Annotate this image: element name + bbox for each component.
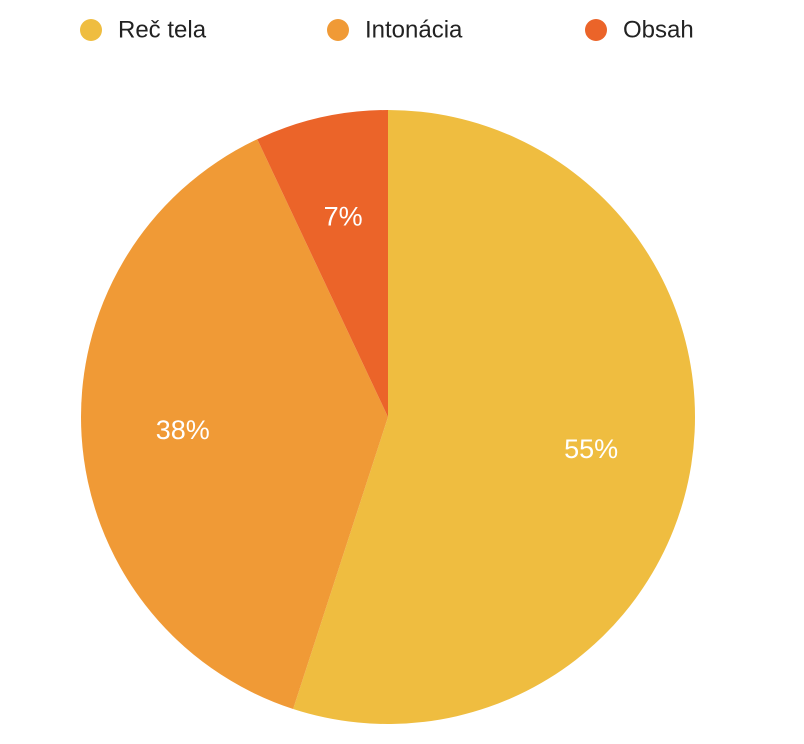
pie-slice-labels: 55% 38% 7% [156, 201, 618, 464]
pie-slice-rec-tela[interactable] [293, 110, 695, 725]
pie-slice-obsah[interactable] [257, 110, 388, 417]
legend-marker-intonacia [327, 19, 349, 41]
pie-slice-intonacia[interactable] [80, 139, 388, 709]
legend-label-rec-tela: Reč tela [118, 17, 207, 44]
legend-label-obsah: Obsah [623, 17, 694, 44]
legend-item-obsah[interactable]: Obsah [585, 17, 694, 44]
legend-marker-obsah [585, 19, 607, 41]
legend-item-intonacia[interactable]: Intonácia [327, 17, 463, 44]
legend-marker-rec-tela [80, 19, 102, 41]
slice-label-obsah: 7% [324, 201, 363, 231]
slice-label-rec-tela: 55% [564, 434, 618, 464]
legend: Reč tela Intonácia Obsah [80, 17, 694, 44]
slice-label-intonacia: 38% [156, 415, 210, 445]
legend-label-intonacia: Intonácia [365, 17, 463, 44]
legend-item-rec-tela[interactable]: Reč tela [80, 17, 207, 44]
pie-slices [80, 110, 695, 725]
